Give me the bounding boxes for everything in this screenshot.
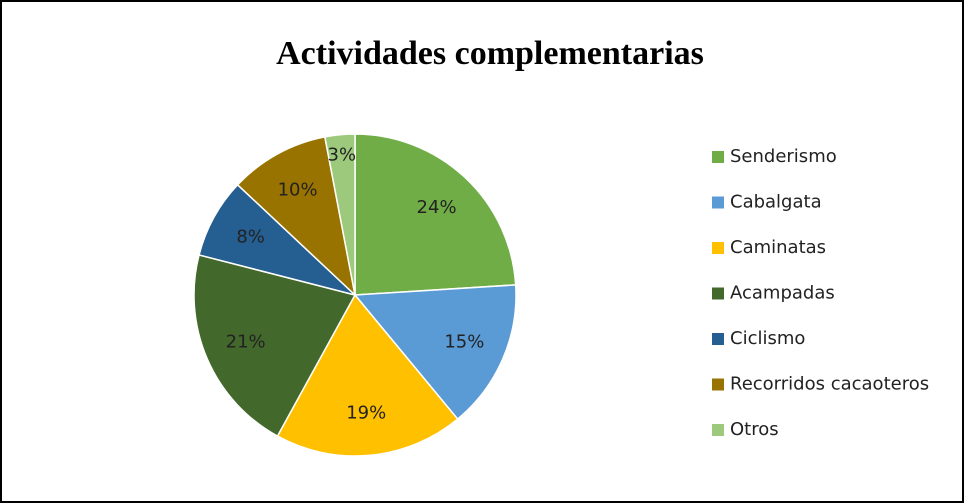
legend-swatch: [712, 242, 724, 254]
legend-swatch: [712, 424, 724, 436]
data-label: 3%: [328, 145, 357, 166]
pie-slice: [353, 284, 517, 421]
data-label: 8%: [236, 227, 265, 248]
pie-slice: [193, 254, 357, 438]
legend-swatch: [712, 196, 724, 209]
pie-slice: [354, 133, 517, 296]
legend-swatch: [712, 378, 724, 391]
legend-label: Senderismo: [730, 146, 837, 167]
legend-label: Ciclismo: [730, 328, 805, 349]
legend-swatch: [712, 333, 724, 345]
pie-slice: [323, 133, 356, 296]
data-label: 21%: [226, 331, 266, 352]
data-label: 24%: [417, 197, 457, 218]
data-label: 19%: [346, 403, 386, 424]
legend-label: Cabalgata: [730, 192, 822, 213]
legend-swatch: [712, 151, 724, 163]
legend-label: Recorridos cacaoteros: [730, 374, 929, 395]
chart-title: Actividades complementarias: [276, 35, 704, 72]
pie-slice: [276, 293, 459, 457]
legend-swatch: [712, 287, 724, 300]
data-label: 15%: [444, 331, 484, 352]
pie-slice: [236, 135, 357, 298]
legend-label: Acampadas: [730, 283, 835, 304]
legend-label: Caminatas: [730, 237, 826, 258]
data-label: 10%: [278, 180, 318, 201]
legend-label: Otros: [730, 419, 779, 440]
